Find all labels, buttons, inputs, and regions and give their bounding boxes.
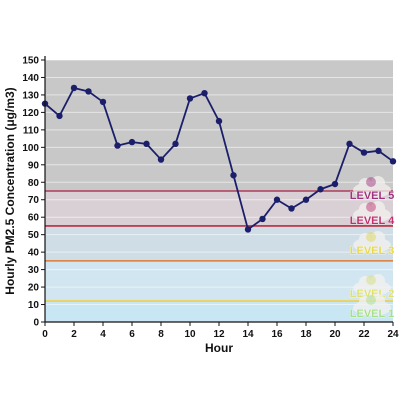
y-tick-label: 60	[28, 213, 40, 224]
data-point	[85, 88, 92, 95]
data-point	[346, 140, 353, 148]
y-tick-label: 20	[28, 283, 40, 294]
x-tick-label: 12	[213, 329, 225, 340]
y-axis-label: Hourly PM2.5 Concentration (μg/m3)	[3, 87, 17, 294]
data-point	[215, 117, 223, 125]
level-band-5	[45, 60, 393, 191]
data-point	[317, 186, 324, 193]
x-tick-label: 10	[184, 329, 196, 340]
x-tick-label: 22	[358, 329, 370, 340]
data-point	[244, 226, 252, 233]
data-point	[375, 147, 382, 155]
cloud-icon	[353, 274, 391, 296]
level-band-1	[45, 301, 393, 322]
data-point	[172, 140, 179, 148]
level-band-4	[45, 191, 393, 226]
data-point	[288, 205, 295, 212]
y-tick-label: 150	[22, 56, 39, 67]
level-threshold-lines	[45, 190, 393, 302]
x-tick-label: 18	[300, 329, 312, 340]
level-label: LEVEL 1	[350, 308, 394, 320]
y-tick-label: 90	[28, 160, 40, 171]
level-badge: LEVEL 1	[349, 294, 395, 320]
data-point	[114, 142, 121, 149]
x-tick-label: 0	[42, 329, 48, 340]
level-label: LEVEL 4	[350, 215, 395, 227]
cloud-icon	[353, 231, 391, 253]
level-badges: LEVEL 5 LEVEL 4 LEVEL 3 LEVEL 2 LEVEL 1	[349, 176, 395, 320]
y-tick-label: 10	[28, 300, 40, 311]
data-point	[70, 84, 78, 92]
data-point	[259, 215, 266, 223]
x-axis-label: Hour	[205, 341, 233, 355]
level-badge: LEVEL 4	[349, 201, 395, 227]
data-point	[99, 98, 107, 106]
x-tick-label: 16	[271, 329, 283, 340]
x-tick-label: 14	[242, 329, 254, 340]
data-point	[360, 149, 368, 156]
level-badge: LEVEL 5	[349, 176, 395, 202]
y-tick-label: 130	[22, 90, 39, 101]
cloud-icon	[353, 294, 391, 316]
data-point	[56, 112, 63, 120]
y-tick-label: 80	[28, 178, 40, 189]
cloud-icon	[353, 201, 391, 223]
data-point	[201, 89, 208, 97]
data-point	[128, 138, 136, 146]
y-tick-label: 0	[33, 318, 39, 329]
x-tick-label: 20	[329, 329, 341, 340]
x-tick-label: 6	[129, 329, 135, 340]
data-point	[302, 196, 310, 203]
y-tick-label: 50	[28, 230, 40, 241]
level-bands	[45, 60, 393, 322]
y-tick-label: 120	[22, 108, 39, 119]
y-tick-label: 40	[28, 248, 40, 259]
data-point	[230, 172, 237, 179]
level-band-3	[45, 225, 393, 261]
data-point	[273, 196, 281, 203]
level-label: LEVEL 5	[350, 190, 394, 202]
y-tick-label: 100	[22, 143, 39, 154]
level-badge: LEVEL 2	[349, 274, 395, 300]
level-band-2	[45, 260, 393, 302]
data-point	[331, 180, 339, 188]
data-point	[157, 156, 165, 163]
series-line-group	[41, 84, 397, 233]
x-tick-label: 24	[387, 329, 399, 340]
y-tick-label: 110	[23, 125, 40, 136]
x-tick-label: 2	[71, 329, 77, 340]
x-tick-label: 4	[100, 329, 106, 340]
x-tick-label: 8	[158, 329, 164, 340]
cloud-icon	[353, 176, 391, 198]
data-point	[389, 158, 397, 165]
y-tick-label: 70	[28, 195, 40, 206]
level-label: LEVEL 3	[350, 245, 394, 257]
level-badge: LEVEL 3	[349, 231, 395, 257]
data-point	[186, 95, 194, 102]
data-point	[143, 140, 150, 148]
y-tick-label: 140	[22, 73, 39, 84]
y-tick-label: 30	[28, 265, 40, 276]
